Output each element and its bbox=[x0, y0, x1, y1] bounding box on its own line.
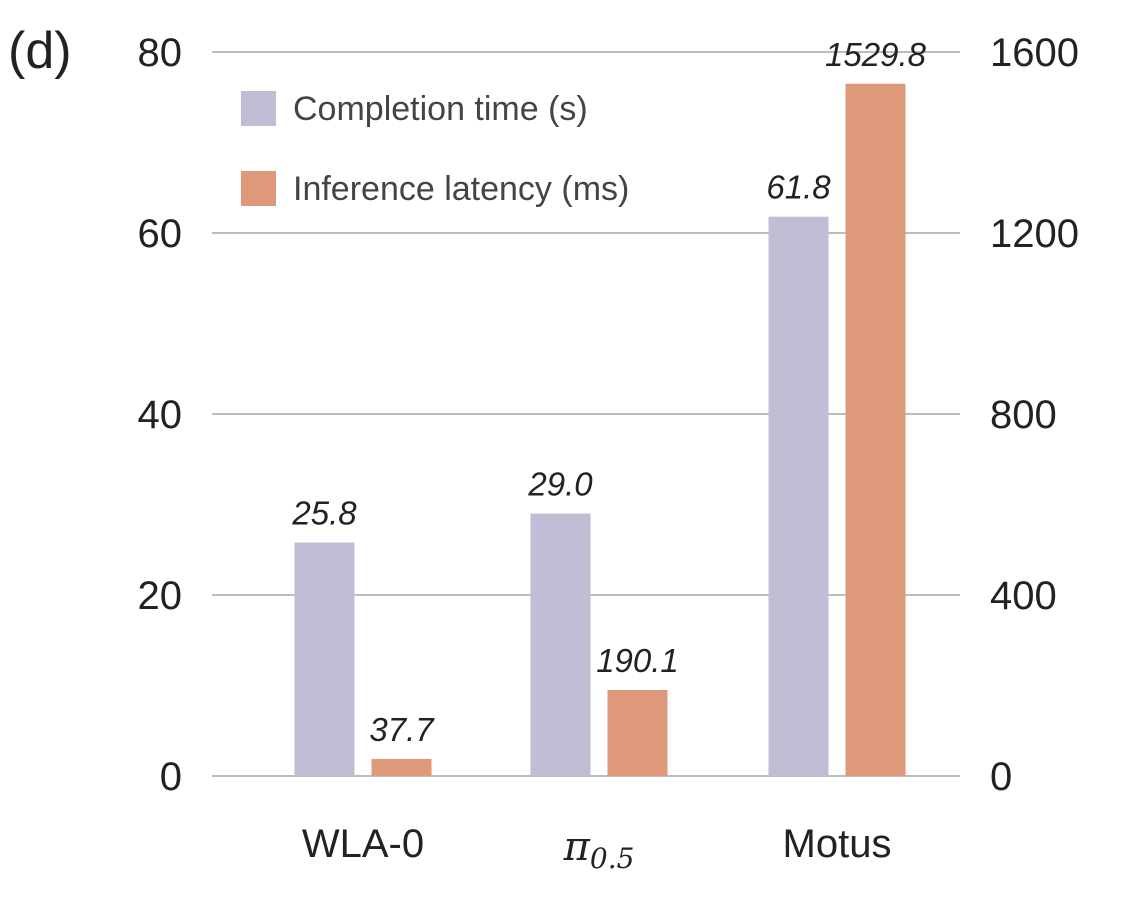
left-tick-label: 40 bbox=[138, 393, 183, 437]
left-tick-label: 20 bbox=[138, 574, 183, 618]
right-tick-label: 1200 bbox=[990, 212, 1079, 256]
right-tick-label: 0 bbox=[990, 755, 1012, 799]
legend-swatch bbox=[241, 91, 276, 126]
left-tick-label: 80 bbox=[138, 31, 183, 75]
panel-label: (d) bbox=[8, 22, 72, 80]
bars bbox=[294, 83, 906, 776]
right-tick-label: 400 bbox=[990, 574, 1057, 618]
right-y-axis: 0 400 800 1200 1600 bbox=[990, 31, 1079, 799]
legend-swatch bbox=[241, 171, 276, 206]
data-label-completion-time: 29.0 bbox=[527, 466, 593, 503]
data-label-completion-time: 25.8 bbox=[291, 495, 357, 532]
x-category-label: Motus bbox=[783, 822, 892, 866]
legend-item-completion-time: Completion time (s) bbox=[241, 90, 588, 128]
right-tick-label: 1600 bbox=[990, 31, 1079, 75]
x-axis-categories: WLA-0 π0.5 Motus bbox=[302, 822, 892, 875]
bar-completion-time bbox=[294, 542, 355, 776]
legend-item-inference-latency: Inference latency (ms) bbox=[241, 170, 629, 208]
data-label-inference-latency: 1529.8 bbox=[825, 36, 927, 73]
bar-completion-time bbox=[768, 216, 829, 776]
data-label-completion-time: 61.8 bbox=[766, 169, 831, 206]
x-category-label: WLA-0 bbox=[302, 822, 424, 866]
left-y-axis: 0 20 40 60 80 bbox=[138, 31, 183, 799]
bar-completion-time bbox=[530, 513, 591, 776]
legend-label: Inference latency (ms) bbox=[293, 170, 629, 208]
left-tick-label: 60 bbox=[138, 212, 183, 256]
bar-inference-latency bbox=[607, 689, 668, 776]
right-tick-label: 800 bbox=[990, 393, 1057, 437]
data-label-inference-latency: 37.7 bbox=[369, 711, 435, 748]
left-tick-label: 0 bbox=[160, 755, 182, 799]
legend: Completion time (s) Inference latency (ms… bbox=[241, 90, 629, 208]
x-category-label: π0.5 bbox=[563, 824, 635, 875]
bar-inference-latency bbox=[371, 758, 432, 776]
legend-label: Completion time (s) bbox=[293, 90, 588, 128]
data-label-inference-latency: 190.1 bbox=[596, 642, 679, 679]
bar-inference-latency bbox=[845, 83, 906, 776]
data-labels: 25.8 37.7 29.0 190.1 61.8 1529.8 bbox=[291, 36, 926, 748]
